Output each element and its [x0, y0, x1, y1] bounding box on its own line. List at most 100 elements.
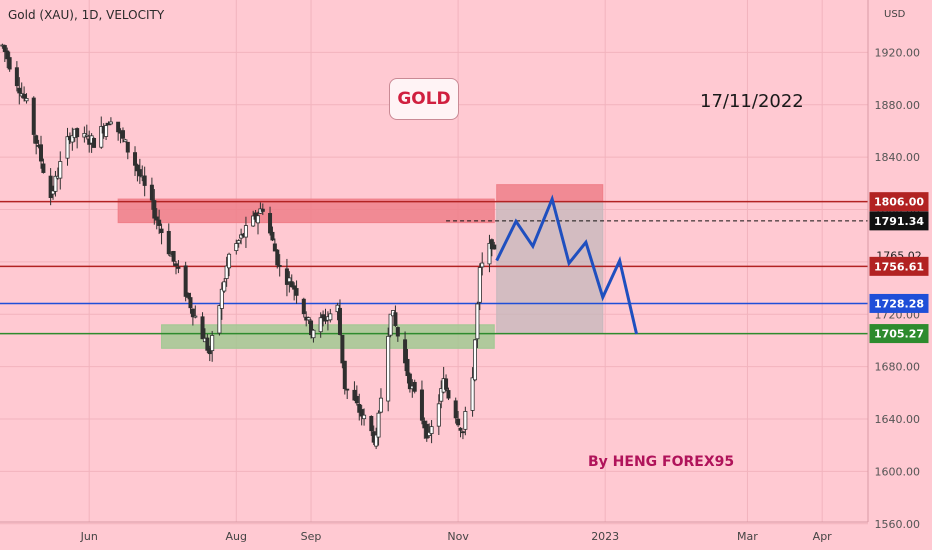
candle-body: [492, 244, 497, 250]
candle-body: [294, 288, 299, 296]
price-tag: [869, 293, 929, 313]
candle-body: [75, 128, 80, 138]
candle-body: [446, 390, 451, 399]
candle-body: [210, 335, 215, 352]
candle-body: [31, 97, 36, 135]
price-tag-label: 1806.00: [874, 196, 924, 209]
candle-body: [99, 126, 104, 148]
candle-body: [34, 135, 39, 144]
candle-body: [284, 268, 289, 285]
price-tag: [869, 211, 929, 231]
candle-body: [289, 281, 294, 288]
candle-body: [328, 313, 333, 321]
y-tick-label: 1600.00: [875, 465, 921, 478]
candle-body: [388, 313, 393, 336]
candle-body: [53, 175, 58, 192]
candle-body: [108, 121, 113, 125]
projection-path: [495, 194, 638, 335]
candle-body: [311, 329, 316, 339]
candle-body: [475, 303, 480, 340]
candle-body: [5, 50, 10, 60]
candle-body: [309, 320, 314, 336]
candle-body: [424, 423, 429, 439]
candle-body: [272, 243, 277, 252]
candle-body: [227, 253, 232, 269]
candle-body: [159, 228, 164, 234]
x-tick-label: 2023: [591, 530, 619, 543]
candle-body: [174, 263, 179, 266]
candle-body: [436, 403, 441, 427]
y-tick-label: 1880.00: [875, 99, 921, 112]
candle-body: [116, 121, 121, 133]
candle-body: [403, 339, 408, 364]
candle-body: [318, 317, 323, 333]
candle-body: [362, 414, 367, 420]
candle-body: [407, 373, 412, 390]
candle-body: [207, 348, 212, 355]
candle-body: [205, 337, 210, 351]
candle-body: [472, 339, 477, 381]
candle-body: [137, 169, 142, 177]
price-tag-label: 1705.27: [874, 328, 924, 341]
candle-body: [292, 285, 297, 290]
candle-body: [268, 213, 273, 234]
candle-body: [255, 215, 260, 224]
candle-body: [219, 288, 224, 309]
candle-body: [275, 249, 280, 266]
candle-body: [359, 409, 364, 417]
candle-body: [186, 292, 191, 298]
candle-body: [386, 335, 391, 402]
candle-body: [193, 315, 198, 318]
candle-body: [251, 215, 256, 227]
y-tick-label: 1840.00: [875, 151, 921, 164]
price-tag-label: 1756.61: [874, 260, 924, 273]
candle-body: [395, 327, 400, 337]
candle-body: [188, 297, 193, 309]
y-tick-label: 1560.00: [875, 518, 921, 531]
candle-body: [345, 388, 350, 391]
candle-body: [340, 334, 345, 364]
candle-body: [38, 144, 43, 162]
y-axis-unit: USD: [884, 9, 906, 20]
candle-body: [456, 418, 461, 426]
candle-body: [444, 378, 449, 390]
candle-body: [321, 314, 326, 319]
candle-body: [234, 243, 239, 252]
price-tag: [869, 192, 929, 212]
candle-body: [369, 415, 374, 432]
candle-body: [123, 139, 128, 143]
candle-body: [7, 57, 12, 70]
x-tick-label: Apr: [813, 530, 833, 543]
candle-body: [357, 404, 362, 413]
y-tick-label: 1920.00: [875, 46, 921, 59]
candle-body: [352, 389, 357, 401]
candle-body: [171, 250, 176, 262]
candle-body: [337, 307, 342, 335]
candle-body: [120, 130, 125, 139]
candle-body: [133, 152, 138, 166]
candle-body: [458, 427, 463, 431]
candle-body: [376, 412, 381, 438]
candle-body: [477, 267, 482, 303]
author-annotation: By HENG FOREX95: [588, 454, 735, 470]
y-tick-label: 1640.00: [875, 413, 921, 426]
candle-body: [439, 388, 444, 402]
candle-body: [142, 175, 147, 186]
candle-body: [405, 358, 410, 377]
candle-body: [154, 216, 159, 221]
candle-body: [135, 164, 140, 172]
candle-body: [412, 381, 417, 392]
candle-body: [176, 266, 181, 269]
candle-body: [480, 262, 485, 268]
candle-body: [393, 312, 398, 326]
candle-body: [22, 93, 27, 99]
candle-body: [65, 136, 70, 159]
candle-body: [378, 397, 383, 413]
candle-body: [24, 98, 29, 102]
candle-body: [222, 281, 227, 292]
x-tick-label: Sep: [301, 530, 322, 543]
zone-red: [496, 184, 604, 203]
x-tick-label: Nov: [447, 530, 469, 543]
